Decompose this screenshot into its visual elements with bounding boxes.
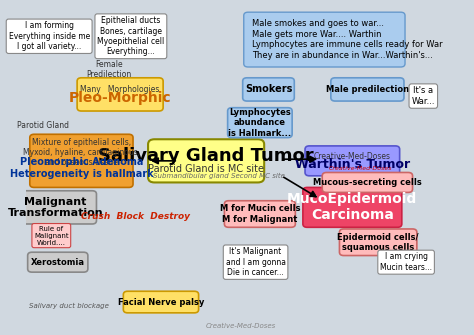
FancyBboxPatch shape	[123, 291, 199, 313]
FancyBboxPatch shape	[322, 173, 412, 192]
Text: Rule of
Malignant
World....: Rule of Malignant World....	[34, 225, 69, 246]
Text: Malignant
Transformation: Malignant Transformation	[8, 197, 103, 218]
FancyBboxPatch shape	[305, 146, 400, 176]
Text: Submandibular gland Second MC site: Submandibular gland Second MC site	[153, 173, 285, 179]
Text: It's Malignant
and I am gonna
Die in cancer...: It's Malignant and I am gonna Die in can…	[226, 247, 286, 277]
Text: Female
Predilection: Female Predilection	[87, 60, 132, 79]
Text: Lymphocytes
abundance
is Hallmark...: Lymphocytes abundance is Hallmark...	[228, 108, 292, 138]
FancyBboxPatch shape	[228, 108, 292, 138]
FancyBboxPatch shape	[243, 78, 294, 101]
Text: Crush  Block  Destroy: Crush Block Destroy	[81, 212, 190, 221]
Text: Mixture of epithelial cells,
Myxoid, hyaline, cartilaginous,
and osseous tissue: Mixture of epithelial cells, Myxoid, hya…	[23, 138, 140, 168]
Text: Creative-Med-Doses: Creative-Med-Doses	[314, 152, 391, 161]
FancyBboxPatch shape	[148, 139, 264, 183]
FancyBboxPatch shape	[339, 229, 417, 256]
Text: Male smokes and goes to war...
Male gets more War.... Warthin
Lymphocytes are im: Male smokes and goes to war... Male gets…	[252, 19, 443, 60]
FancyBboxPatch shape	[30, 134, 133, 188]
FancyBboxPatch shape	[77, 78, 163, 111]
Text: Warthin's Tumor: Warthin's Tumor	[295, 158, 410, 171]
Text: Smokers: Smokers	[245, 84, 292, 94]
Text: Creative-Med-Doses: Creative-Med-Doses	[329, 166, 392, 171]
Text: Salivary Gland Tumor: Salivary Gland Tumor	[98, 146, 314, 164]
Text: Pleo-Morphic: Pleo-Morphic	[69, 91, 172, 106]
Text: Facial Nerve palsy: Facial Nerve palsy	[118, 297, 204, 307]
Text: Pleomorphic Adenoma
Heterogeneity is hallmark: Pleomorphic Adenoma Heterogeneity is hal…	[9, 157, 153, 179]
Text: Male predilection: Male predilection	[326, 85, 409, 94]
Text: M for Mucin cells
M for Malignant: M for Mucin cells M for Malignant	[219, 204, 300, 224]
Text: MucoEpidermoid
Carcinoma: MucoEpidermoid Carcinoma	[287, 192, 418, 222]
Text: I am crying
Mucin tears...: I am crying Mucin tears...	[380, 253, 432, 272]
FancyBboxPatch shape	[27, 252, 88, 272]
Text: Xerostomia: Xerostomia	[31, 258, 85, 267]
Text: Many   Morphologies: Many Morphologies	[81, 85, 160, 94]
Text: Parotid Gland is MC site: Parotid Gland is MC site	[148, 164, 264, 174]
Text: Salivary duct blockage: Salivary duct blockage	[28, 303, 109, 310]
Text: Epithelial ducts
Bones, cartilage
Myoepithelial cell
Everything...: Epithelial ducts Bones, cartilage Myoepi…	[97, 16, 164, 56]
FancyBboxPatch shape	[331, 78, 404, 101]
FancyBboxPatch shape	[244, 12, 405, 67]
Text: Creative-Med-Doses: Creative-Med-Doses	[205, 323, 276, 329]
Text: I am forming
Everything inside me
I got all variety...: I am forming Everything inside me I got …	[9, 21, 90, 51]
Text: Parotid Gland: Parotid Gland	[17, 122, 69, 130]
FancyBboxPatch shape	[224, 201, 295, 227]
Text: Mucous-secreting cells: Mucous-secreting cells	[313, 178, 422, 187]
FancyBboxPatch shape	[15, 191, 97, 224]
FancyBboxPatch shape	[303, 188, 402, 227]
Text: It's a
War...: It's a War...	[411, 86, 435, 106]
Text: Epidermoid cells/
squamous cells: Epidermoid cells/ squamous cells	[337, 232, 419, 252]
